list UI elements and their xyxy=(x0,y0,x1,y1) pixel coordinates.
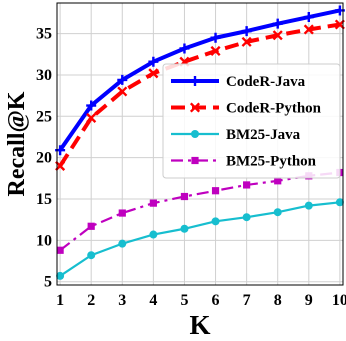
circle-marker xyxy=(118,239,127,248)
series-coder-python xyxy=(55,19,345,171)
legend-entry: BM25-Python xyxy=(171,154,317,170)
legend-label: CodeR-Python xyxy=(226,101,322,117)
square-marker xyxy=(56,246,64,254)
square-marker xyxy=(243,181,251,189)
x-axis-label: K xyxy=(189,310,210,340)
plot-frame xyxy=(56,2,344,286)
plus-marker xyxy=(190,76,200,86)
x-tick-label: 5 xyxy=(180,292,188,309)
x-marker xyxy=(189,102,201,113)
circle-marker xyxy=(56,271,65,280)
square-marker xyxy=(87,222,95,230)
legend-box xyxy=(162,63,341,179)
y-tick-label: 15 xyxy=(36,191,52,208)
plus-marker xyxy=(241,26,252,37)
circle-marker xyxy=(335,198,344,207)
circle-marker xyxy=(304,201,313,210)
x-marker xyxy=(117,86,128,97)
plus-marker xyxy=(86,100,97,111)
square-marker xyxy=(274,177,282,185)
series-layer xyxy=(55,5,345,280)
legend-entry: BM25-Java xyxy=(171,127,301,143)
plus-marker xyxy=(210,32,221,43)
legend-label: BM25-Java xyxy=(226,127,301,143)
series-line xyxy=(59,171,341,252)
circle-marker xyxy=(149,230,158,239)
series-line xyxy=(58,8,341,152)
series-bm25-java xyxy=(56,198,344,280)
square-marker xyxy=(191,156,199,165)
x-marker xyxy=(272,30,283,41)
square-marker xyxy=(118,209,126,217)
y-tick-label: 25 xyxy=(36,108,52,125)
circle-marker xyxy=(87,251,96,260)
x-marker xyxy=(148,68,159,79)
y-tick-label: 5 xyxy=(44,274,52,291)
plus-marker xyxy=(179,43,190,54)
legend-label: CodeR-Java xyxy=(226,74,306,90)
x-tick-label: 2 xyxy=(87,292,95,309)
series-coder-java xyxy=(55,5,345,156)
legend-entry: CodeR-Python xyxy=(171,101,322,117)
legend-label: BM25-Python xyxy=(226,154,317,170)
x-tick-label: 9 xyxy=(305,292,313,309)
tick-labels: 1 2 3 4 5 6 7 8 9 10 5 10 15 20 25 30 35 xyxy=(36,26,346,309)
series-line xyxy=(59,201,341,277)
x-tick-label: 8 xyxy=(274,292,282,309)
circle-marker xyxy=(211,217,220,226)
circle-marker xyxy=(180,224,189,233)
x-tick-label: 7 xyxy=(243,292,251,309)
square-marker xyxy=(149,199,157,207)
y-axis-label: Recall@K xyxy=(4,91,30,196)
circle-marker xyxy=(191,130,199,138)
x-tick-label: 10 xyxy=(332,292,346,309)
plus-marker xyxy=(272,18,283,29)
x-tick-label: 3 xyxy=(118,292,126,309)
circle-marker xyxy=(273,208,282,217)
plus-marker xyxy=(303,12,314,23)
legend: CodeR-Java CodeR-Python BM25-Java BM25-Pyth… xyxy=(162,63,341,179)
x-tick-label: 1 xyxy=(56,292,64,309)
x-tick-label: 4 xyxy=(149,292,157,309)
series-line xyxy=(58,22,341,168)
y-tick-label: 30 xyxy=(36,67,52,84)
x-marker xyxy=(86,112,97,123)
square-marker xyxy=(211,187,220,195)
square-marker xyxy=(180,192,189,201)
plus-marker xyxy=(117,74,128,85)
y-tick-label: 10 xyxy=(36,232,52,249)
series-bm25-python xyxy=(56,168,344,254)
circle-marker xyxy=(242,213,251,222)
y-tick-label: 35 xyxy=(36,26,52,43)
legend-entry: CodeR-Java xyxy=(171,74,306,90)
x-marker xyxy=(303,24,314,35)
x-tick-label: 6 xyxy=(212,292,220,309)
x-marker xyxy=(210,45,221,57)
plus-marker xyxy=(148,56,159,67)
y-tick-label: 20 xyxy=(36,150,52,167)
x-marker xyxy=(241,36,252,47)
